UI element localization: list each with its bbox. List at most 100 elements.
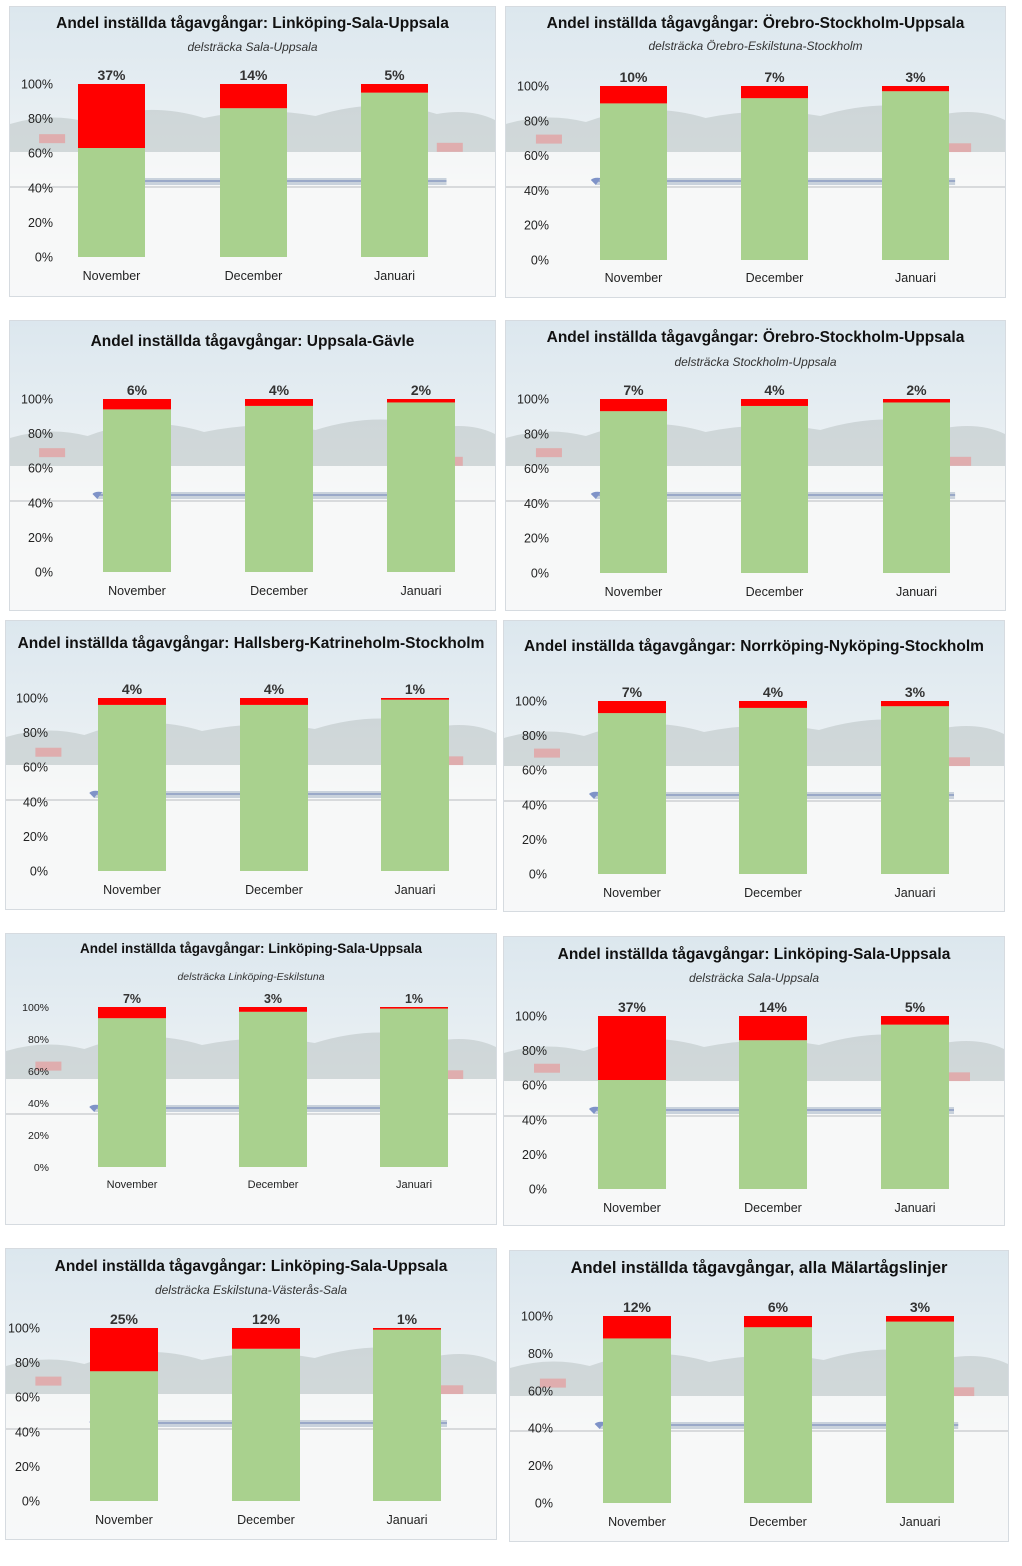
- y-tick-label: 0%: [30, 865, 48, 879]
- data-label: 37%: [618, 999, 647, 1015]
- bar-cancelled-segment: [881, 701, 949, 707]
- y-tick-label: 60%: [528, 1384, 553, 1398]
- y-tick-label: 100%: [8, 1322, 40, 1336]
- y-tick-label: 40%: [15, 1425, 40, 1439]
- bar-cancelled-segment: [598, 1016, 666, 1081]
- bar-cancelled-segment: [600, 86, 667, 104]
- x-category-label: Januari: [401, 584, 442, 598]
- x-category-label: December: [744, 1201, 802, 1215]
- chart-panel: Andel inställda tågavgångar: Linköping-S…: [503, 936, 1005, 1226]
- bar-cancelled-segment: [886, 1316, 954, 1322]
- y-tick-label: 0%: [535, 1497, 553, 1511]
- y-tick-label: 20%: [23, 830, 48, 844]
- stacked-bar-plot: 0% 20% 40% 60% 80% 100% 10% November 7% December 3…: [517, 69, 949, 285]
- chart-title: Andel inställda tågavgångar: Linköping-S…: [557, 946, 951, 963]
- bar-kept-segment: [232, 1348, 300, 1501]
- y-tick-label: 20%: [15, 1460, 40, 1474]
- data-label: 4%: [763, 684, 784, 700]
- y-tick-label: 100%: [16, 692, 48, 706]
- x-category-label: December: [237, 1513, 295, 1527]
- y-tick-label: 100%: [521, 1310, 553, 1324]
- data-label: 4%: [269, 382, 290, 398]
- y-tick-label: 80%: [524, 427, 549, 441]
- chart-subtitle: delsträcka Eskilstuna-Västerås-Sala: [154, 1283, 348, 1297]
- data-label: 2%: [906, 382, 927, 398]
- chart-title: Andel inställda tågavgångar: Norrköping-…: [524, 638, 984, 655]
- chart-subtitle: delsträcka Sala-Uppsala: [187, 40, 318, 54]
- y-tick-label: 0%: [22, 1495, 40, 1509]
- y-tick-label: 80%: [522, 1044, 547, 1058]
- x-category-label: November: [107, 1179, 158, 1191]
- bar-cancelled-segment: [245, 399, 313, 406]
- y-tick-label: 60%: [28, 1066, 49, 1078]
- data-label: 12%: [623, 1299, 652, 1315]
- bar-kept-segment: [744, 1327, 812, 1503]
- y-tick-label: 20%: [524, 219, 549, 233]
- stacked-bar-plot: 0% 20% 40% 60% 80% 100% 6% November 4% December 2%…: [21, 382, 455, 598]
- chart-subtitle: delsträcka Örebro-Eskilstuna-Stockholm: [648, 39, 863, 53]
- y-tick-label: 40%: [28, 1098, 49, 1110]
- bar-kept-segment: [245, 405, 313, 572]
- y-tick-label: 40%: [528, 1422, 553, 1436]
- bar-cancelled-segment: [744, 1316, 812, 1328]
- chart-title: Andel inställda tågavgångar: Linköping-S…: [79, 941, 423, 956]
- y-tick-label: 80%: [28, 1034, 49, 1046]
- stacked-bar-plot: 0% 20% 40% 60% 80% 100% 37% November 14% December…: [515, 999, 949, 1215]
- data-label: 4%: [122, 681, 143, 697]
- y-tick-label: 100%: [517, 393, 549, 407]
- bar-cancelled-segment: [741, 399, 808, 406]
- stacked-bar-plot: 0% 20% 40% 60% 80% 100% 7% November 4% December 3%…: [515, 684, 949, 900]
- y-tick-label: 20%: [522, 833, 547, 847]
- bar-cancelled-segment: [881, 1016, 949, 1025]
- bar-kept-segment: [98, 704, 166, 871]
- data-label: 4%: [264, 681, 285, 697]
- bar-cancelled-segment: [381, 698, 449, 700]
- x-category-label: December: [744, 886, 802, 900]
- bar-kept-segment: [98, 1018, 166, 1167]
- data-label: 1%: [397, 1311, 418, 1327]
- y-tick-label: 40%: [28, 496, 53, 510]
- y-tick-label: 80%: [23, 726, 48, 740]
- data-label: 25%: [110, 1311, 139, 1327]
- bar-kept-segment: [739, 1040, 807, 1189]
- data-label: 37%: [97, 67, 126, 83]
- data-label: 7%: [764, 69, 785, 85]
- y-tick-label: 20%: [524, 532, 549, 546]
- y-tick-label: 60%: [28, 462, 53, 476]
- data-label: 14%: [759, 999, 788, 1015]
- bar-cancelled-segment: [240, 698, 308, 705]
- data-label: 5%: [384, 67, 405, 83]
- data-label: 12%: [252, 1311, 281, 1327]
- bar-cancelled-segment: [239, 1007, 307, 1012]
- chart-panel: Andel inställda tågavgångar: Linköping-S…: [9, 6, 496, 297]
- bar-cancelled-segment: [600, 399, 667, 412]
- data-label: 7%: [623, 382, 644, 398]
- x-category-label: November: [605, 271, 663, 285]
- bar-kept-segment: [739, 707, 807, 874]
- stacked-bar-plot: 0% 20% 40% 60% 80% 100% 7% November 3% December 1%…: [22, 992, 448, 1191]
- x-category-label: December: [248, 1179, 299, 1191]
- y-tick-label: 0%: [531, 254, 549, 268]
- data-label: 7%: [622, 684, 643, 700]
- data-label: 10%: [619, 69, 648, 85]
- chart-title: Andel inställda tågavgångar: Örebro-Stoc…: [546, 15, 965, 32]
- data-label: 14%: [239, 67, 268, 83]
- bar-kept-segment: [600, 411, 667, 573]
- data-label: 3%: [264, 992, 282, 1006]
- bar-cancelled-segment: [220, 84, 287, 109]
- bar-cancelled-segment: [373, 1328, 441, 1330]
- x-category-label: November: [103, 883, 161, 897]
- bar-cancelled-segment: [598, 701, 666, 714]
- y-tick-label: 60%: [15, 1391, 40, 1405]
- chart-title: Andel inställda tågavgångar: Uppsala-Gäv…: [90, 333, 415, 350]
- y-tick-label: 60%: [28, 147, 53, 161]
- x-category-label: Januari: [895, 1201, 936, 1215]
- y-tick-label: 60%: [524, 462, 549, 476]
- y-tick-label: 0%: [34, 1162, 49, 1174]
- data-label: 5%: [905, 999, 926, 1015]
- x-category-label: Januari: [374, 269, 415, 283]
- bar-kept-segment: [883, 402, 950, 573]
- x-category-label: Januari: [900, 1515, 941, 1529]
- y-tick-label: 80%: [28, 427, 53, 441]
- y-tick-label: 100%: [21, 78, 53, 92]
